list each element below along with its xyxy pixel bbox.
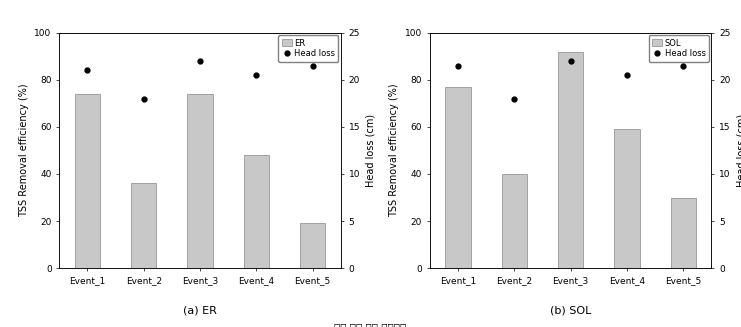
Bar bbox=[187, 94, 213, 268]
Text: (a) ER: (a) ER bbox=[183, 306, 217, 316]
Text: (b) SOL: (b) SOL bbox=[550, 306, 591, 316]
Bar bbox=[445, 87, 471, 268]
Bar bbox=[300, 223, 325, 268]
Legend: ER, Head loss: ER, Head loss bbox=[278, 35, 339, 61]
Bar bbox=[671, 198, 696, 268]
Bar bbox=[558, 52, 583, 268]
Y-axis label: Head loss (cm): Head loss (cm) bbox=[736, 114, 741, 187]
Y-axis label: Head loss (cm): Head loss (cm) bbox=[365, 114, 376, 187]
Bar bbox=[75, 94, 100, 268]
Bar bbox=[131, 183, 156, 268]
Bar bbox=[614, 129, 639, 268]
Bar bbox=[244, 155, 269, 268]
Y-axis label: TSS Removal efficiency (%): TSS Removal efficiency (%) bbox=[19, 84, 29, 217]
Text: 잠실 철교 지역 손실수두: 잠실 철교 지역 손실수두 bbox=[334, 322, 407, 327]
Y-axis label: TSS Removal efficiency (%): TSS Removal efficiency (%) bbox=[389, 84, 399, 217]
Legend: SOL, Head loss: SOL, Head loss bbox=[648, 35, 709, 61]
Bar bbox=[502, 174, 527, 268]
